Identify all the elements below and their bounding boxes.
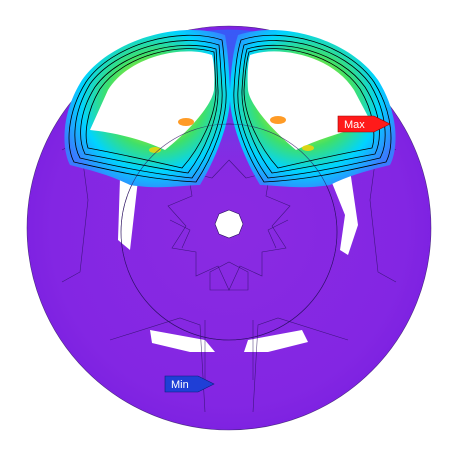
rotor-core <box>167 159 291 291</box>
max-flag <box>337 115 391 133</box>
min-flag <box>164 375 215 393</box>
hotspots <box>149 116 314 153</box>
min-marker[interactable]: Min <box>164 375 215 393</box>
min-label: Min <box>171 379 189 391</box>
slot-bottom-left <box>150 330 215 352</box>
max-label: Max <box>344 119 365 131</box>
slot-bottom-right <box>244 330 308 352</box>
left-coil-field <box>64 30 231 188</box>
rotor-outline <box>120 123 338 341</box>
shaft-hole <box>214 209 244 239</box>
max-marker[interactable]: Max <box>337 115 391 133</box>
